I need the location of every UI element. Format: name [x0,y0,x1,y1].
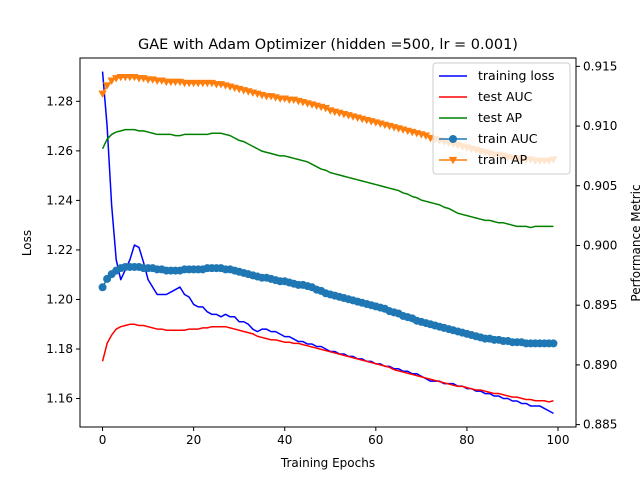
legend-label-test-auc: test AUC [478,89,533,104]
x-axis-label: Training Epochs [280,456,375,470]
y-left-axis-label: Loss [20,230,34,256]
y-left-tick-label: 1.20 [46,292,73,306]
test-auc-line [101,323,554,403]
train-ap-point [107,77,116,85]
y-left-tick-label: 1.28 [46,94,73,108]
legend-label-training-loss: training loss [478,68,555,83]
y-left-tick-label: 1.18 [46,342,73,356]
legend-label-test-ap: test AP [478,110,523,125]
y-left-tick-label: 1.26 [46,144,73,158]
x-tick-label: 0 [99,433,107,447]
y-right-axis-ticks: 0.885 0.890 0.895 0.900 0.905 0.910 0.915 [576,59,617,432]
legend-marker-train-auc [449,135,457,143]
train-auc-point [549,339,558,348]
x-tick-label: 80 [459,433,474,447]
legend-marker-train-ap [448,156,458,165]
y-right-axis-label: Performance Metric [629,184,640,301]
x-tick-label: 40 [277,433,292,447]
y-left-axis-ticks: 1.16 1.18 1.20 1.22 1.24 1.26 1.28 [46,94,80,406]
x-tick-label: 100 [547,433,570,447]
legend-label-train-auc: train AUC [478,131,538,146]
x-axis-ticks: 0 20 40 60 80 100 [99,427,570,447]
y-left-tick-label: 1.22 [46,243,73,257]
y-right-tick-label: 0.895 [583,298,617,312]
train-ap-point [421,132,431,140]
y-right-tick-label: 0.890 [583,358,617,372]
y-left-tick-label: 1.16 [46,392,73,406]
plot-frame [79,57,577,428]
train-ap-point [321,105,330,113]
y-right-tick-label: 0.885 [583,418,617,432]
train-ap-point [98,90,107,99]
x-tick-label: 60 [368,433,383,447]
train-ap-point [102,82,112,90]
train-auc-point [98,283,107,292]
test-ap-line [101,128,554,229]
legend: training loss test AUC test AP train AUC tra… [432,62,571,175]
y-right-tick-label: 0.905 [583,179,617,193]
legend-box [432,62,571,175]
legend-label-train-ap: train AP [478,152,528,167]
y-left-tick-label: 1.24 [46,193,73,207]
training-loss-line [101,71,554,415]
chart-title: GAE with Adam Optimizer (hidden =500, lr… [138,37,518,53]
y-right-tick-label: 0.915 [583,59,617,73]
y-right-tick-label: 0.910 [583,119,617,133]
x-tick-label: 20 [186,433,201,447]
y-right-tick-label: 0.900 [583,238,617,252]
